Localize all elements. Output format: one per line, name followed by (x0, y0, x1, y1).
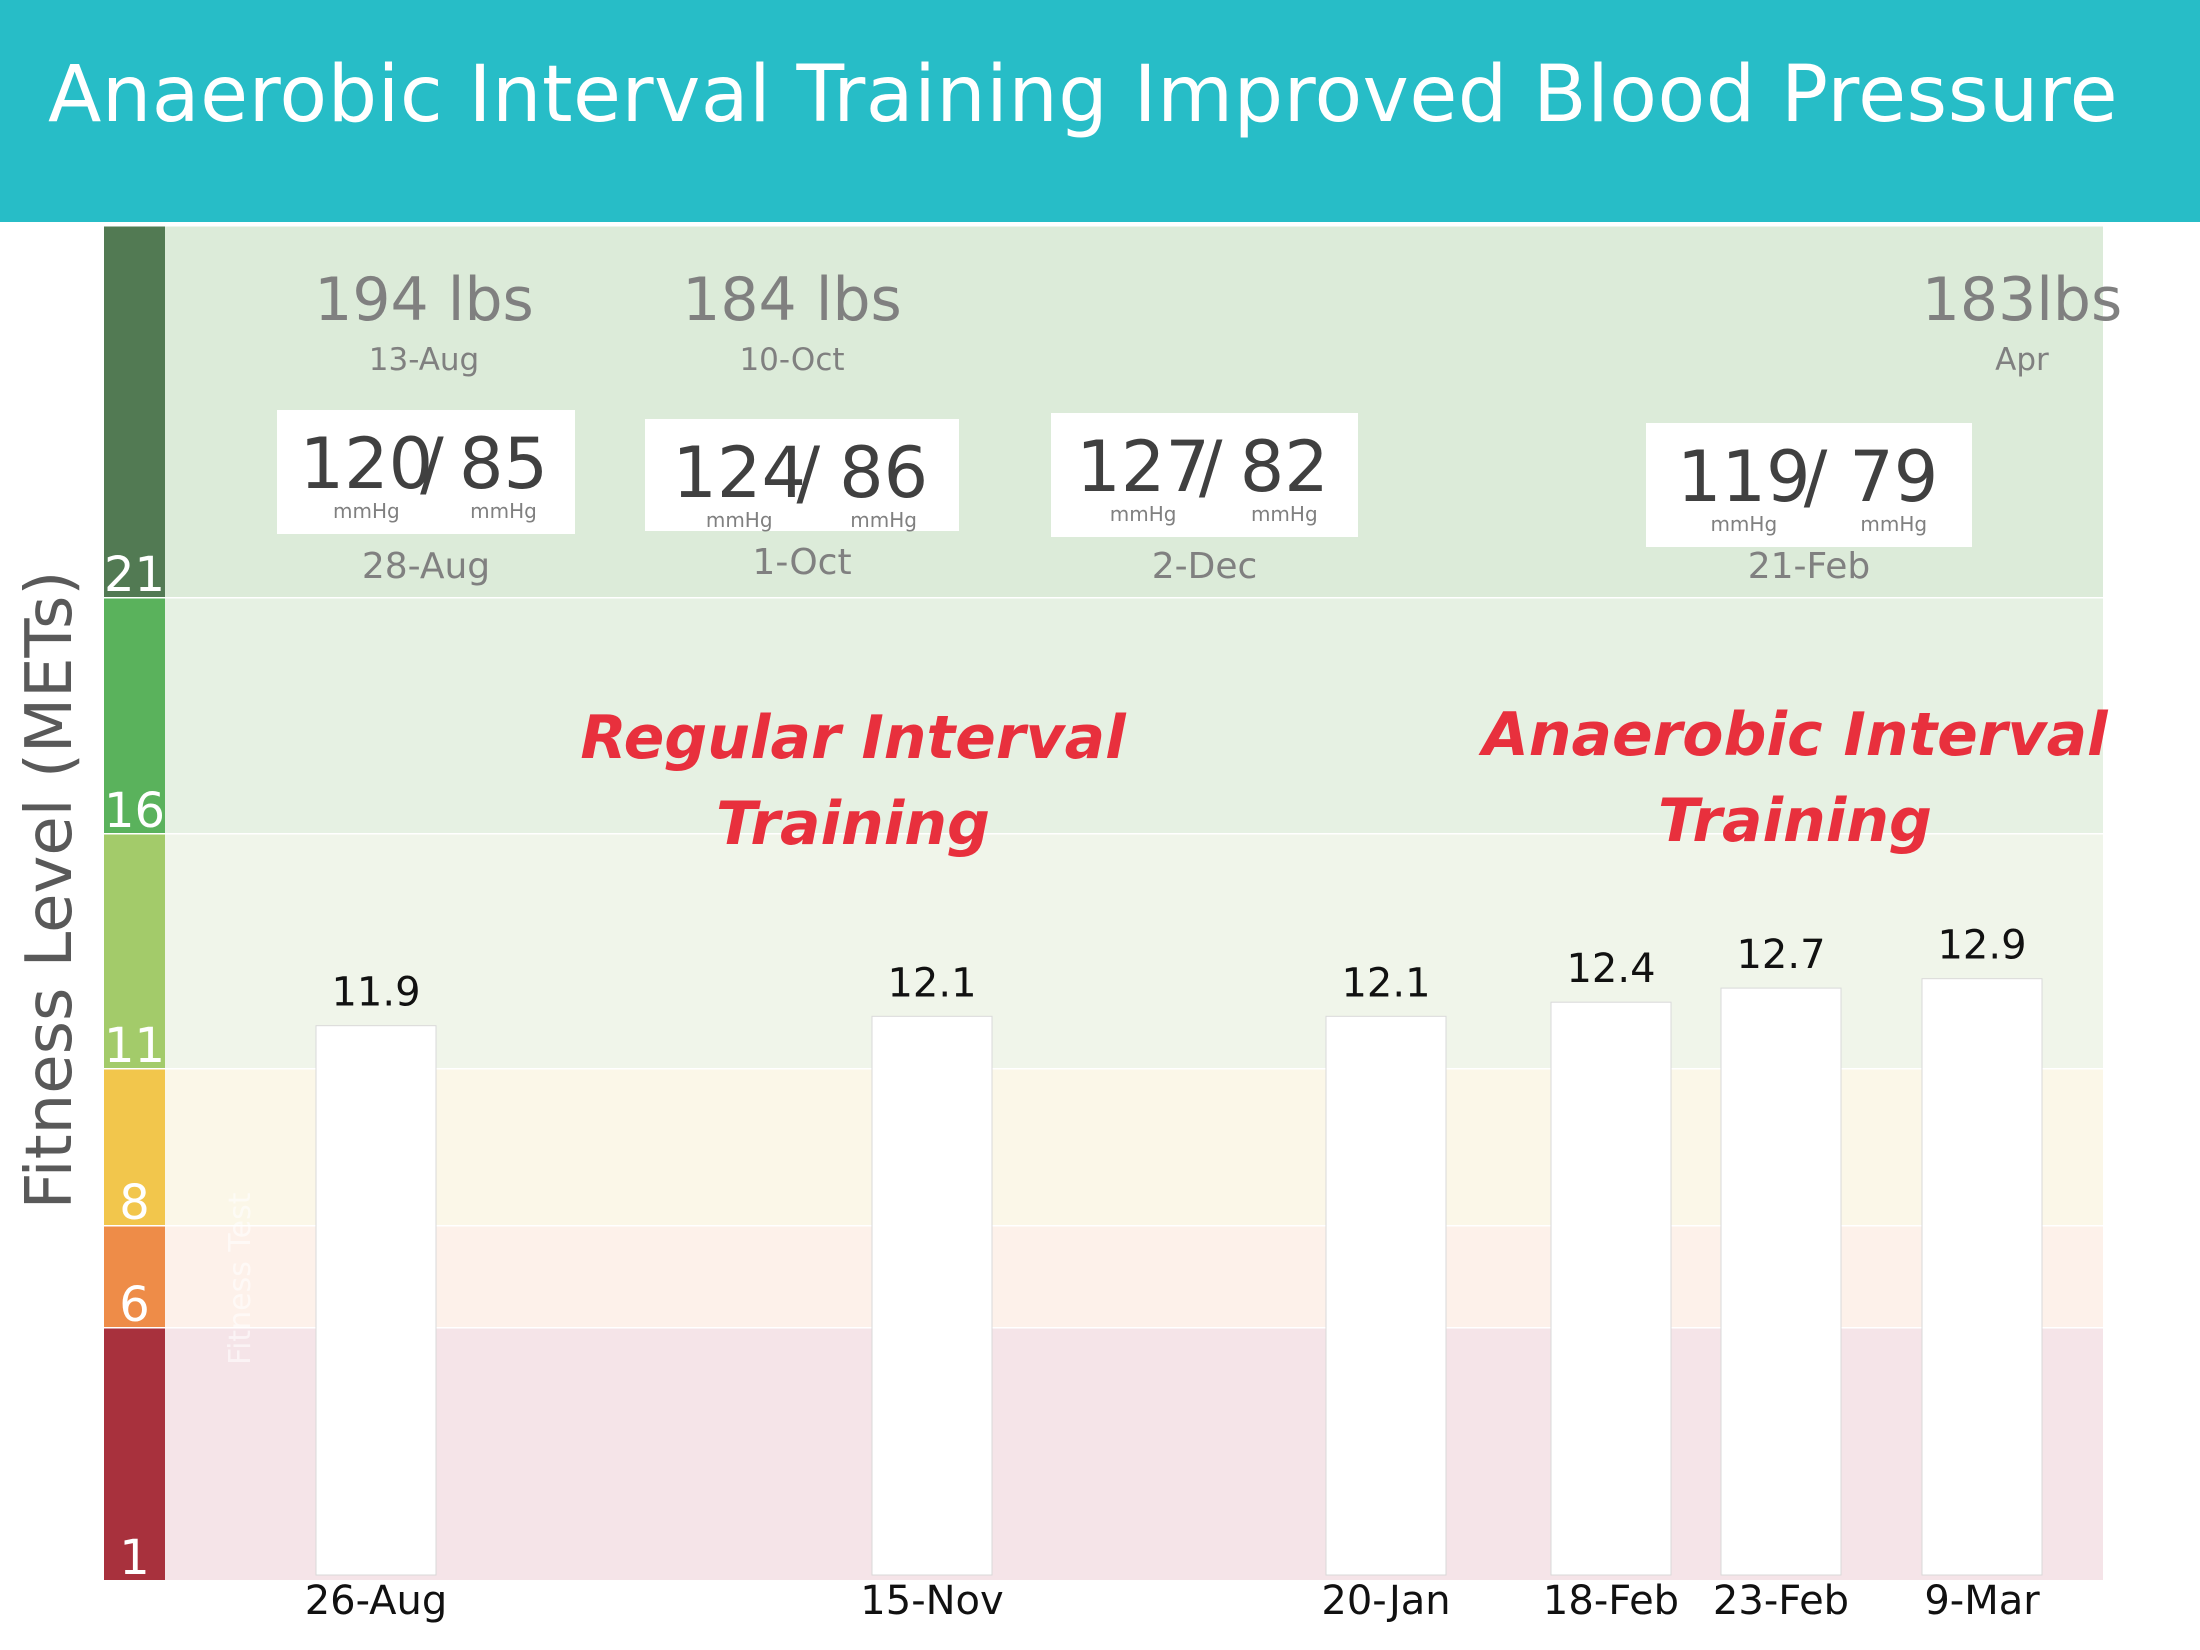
bar-value-label: 11.9 (331, 970, 420, 1016)
annotation-line2: Training (716, 789, 990, 859)
bp-unit-systolic: mmHg (706, 508, 773, 532)
x-tick-label: 26-Aug (305, 1578, 448, 1624)
chart-title: Anaerobic Interval Training Improved Blo… (48, 50, 2119, 140)
annotation-line1: Anaerobic Interval (1478, 700, 2109, 770)
training-annotations: Regular Interval Training Anaerobic Interv… (580, 700, 2109, 859)
bar (1921, 978, 2043, 1576)
x-tick-label: 20-Jan (1321, 1578, 1450, 1624)
annotation-line1: Regular Interval (580, 703, 1127, 773)
bp-date: 2-Dec (1152, 546, 1258, 587)
weight-date: Apr (1995, 342, 2049, 378)
bp-diastolic: 86 (839, 432, 928, 514)
bp-systolic: 120 (300, 423, 434, 505)
bp-unit-systolic: mmHg (1710, 512, 1777, 536)
x-tick-label: 15-Nov (860, 1578, 1003, 1624)
bar (1550, 1001, 1672, 1576)
bar-value-labels: 11.9 12.1 12.1 12.4 12.7 12.9 (331, 923, 2026, 1016)
bp-systolic: 124 (672, 432, 806, 514)
bp-date: 28-Aug (362, 546, 490, 587)
zone-segment (104, 1225, 165, 1327)
bar (1325, 1015, 1447, 1576)
weight-value: 183lbs (1922, 265, 2123, 335)
y-tick-label: 1 (119, 1530, 150, 1586)
x-tick-label: 9-Mar (1924, 1578, 2040, 1624)
bp-unit-diastolic: mmHg (470, 499, 537, 523)
weight-date: 10-Oct (739, 342, 844, 378)
bp-systolic: 119 (1677, 436, 1811, 518)
bp-diastolic: 82 (1240, 426, 1329, 508)
annotation-line2: Training (1658, 786, 1932, 856)
bp-slash: / (420, 423, 444, 505)
weight-value: 184 lbs (682, 265, 902, 335)
zone-segment (104, 225, 165, 597)
bp-unit-diastolic: mmHg (850, 508, 917, 532)
bp-date: 21-Feb (1748, 546, 1871, 587)
weight-readings: 194 lbs 13-Aug 184 lbs 10-Oct 183lbs Apr (314, 265, 2122, 378)
zone-segment (104, 1327, 165, 1580)
zone-segment (104, 833, 165, 1068)
faint-fitness-test-label: Fitness Test (223, 1192, 258, 1365)
bp-unit-systolic: mmHg (333, 499, 400, 523)
bp-unit-systolic: mmHg (1110, 502, 1177, 526)
bar-value-label: 12.1 (887, 960, 976, 1006)
zone-segment (104, 1068, 165, 1225)
x-tick-label: 18-Feb (1543, 1578, 1679, 1624)
bp-slash: / (1804, 436, 1828, 518)
bar (871, 1015, 993, 1576)
y-tick-label: 16 (104, 783, 165, 839)
faint-label-group: Fitness Test (223, 1192, 258, 1365)
y-tick-label: 21 (104, 547, 165, 603)
bp-card (1646, 423, 1972, 547)
weight-value: 194 lbs (314, 265, 534, 335)
bar-value-label: 12.1 (1341, 960, 1430, 1006)
bp-diastolic: 85 (459, 423, 548, 505)
bar-value-label: 12.7 (1736, 932, 1825, 978)
x-axis-labels: 26-Aug 15-Nov 20-Jan 18-Feb 23-Feb 9-Mar (305, 1578, 2041, 1624)
bp-card (645, 419, 959, 531)
bp-diastolic: 79 (1849, 436, 1938, 518)
y-tick-label: 6 (119, 1277, 150, 1333)
y-tick-label: 8 (119, 1175, 150, 1231)
bp-systolic: 127 (1076, 426, 1210, 508)
title-banner: Anaerobic Interval Training Improved Blo… (0, 0, 2200, 222)
bar (1720, 987, 1842, 1576)
bar-value-label: 12.4 (1566, 946, 1655, 992)
bp-unit-diastolic: mmHg (1860, 512, 1927, 536)
bar-value-label: 12.9 (1937, 923, 2026, 969)
bp-card (1051, 413, 1358, 537)
zone-band (165, 597, 2103, 833)
bp-date: 1-Oct (752, 542, 851, 583)
bar-series (315, 978, 2043, 1576)
bp-card (277, 410, 575, 534)
zone-segment (104, 597, 165, 833)
y-tick-label: 11 (104, 1018, 165, 1074)
bp-unit-diastolic: mmHg (1251, 502, 1318, 526)
bp-slash: / (1199, 426, 1223, 508)
x-tick-label: 23-Feb (1713, 1578, 1849, 1624)
weight-date: 13-Aug (369, 342, 479, 378)
bp-slash: / (796, 432, 820, 514)
bar (315, 1025, 437, 1576)
